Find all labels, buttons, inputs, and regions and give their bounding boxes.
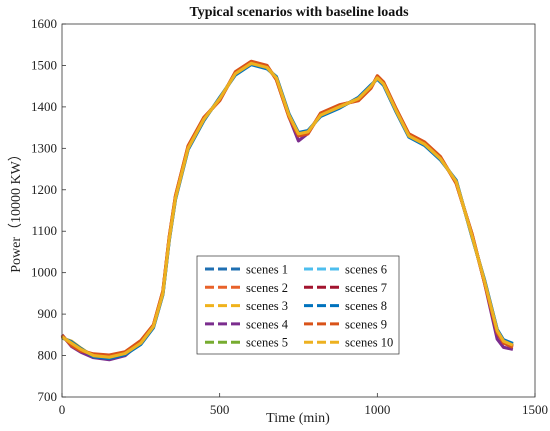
y-tick-label: 900 bbox=[38, 306, 58, 321]
y-tick-label: 1400 bbox=[31, 99, 57, 114]
y-tick-label: 700 bbox=[38, 389, 58, 404]
x-tick-label: 1500 bbox=[522, 402, 548, 417]
x-axis: 0 500 1000 1500 bbox=[59, 393, 548, 417]
legend-label: scenes 7 bbox=[345, 281, 387, 295]
legend-label: scenes 8 bbox=[345, 299, 387, 313]
legend: scenes 1 scenes 2 scenes 3 scenes 4 scenes 5… bbox=[196, 255, 400, 355]
y-tick-label: 1600 bbox=[31, 16, 57, 31]
chart-title: Typical scenarios with baseline loads bbox=[189, 5, 409, 20]
y-axis: 700 800 900 1000 1100 1200 1300 1400 1500 1600 bbox=[31, 16, 66, 404]
y-tick-label: 1000 bbox=[31, 265, 57, 280]
y-tick-label: 1100 bbox=[31, 223, 57, 238]
legend-label: scenes 3 bbox=[246, 299, 288, 313]
legend-label: scenes 6 bbox=[345, 263, 387, 277]
legend-label: scenes 1 bbox=[246, 263, 288, 277]
y-tick-label: 1200 bbox=[31, 182, 57, 197]
y-axis-label: Power（10000 KW） bbox=[8, 147, 24, 273]
x-tick-label: 500 bbox=[210, 402, 230, 417]
legend-label: scenes 10 bbox=[345, 336, 393, 350]
x-axis-label: Time (min) bbox=[266, 411, 330, 426]
legend-box bbox=[196, 255, 400, 355]
legend-label: scenes 9 bbox=[345, 317, 387, 331]
legend-label: scenes 4 bbox=[246, 317, 289, 331]
y-tick-label: 1300 bbox=[31, 140, 57, 155]
series-line-10 bbox=[61, 61, 514, 359]
legend-label: scenes 2 bbox=[246, 281, 288, 295]
plot-frame bbox=[61, 23, 536, 398]
plot-lines bbox=[60, 59, 514, 362]
y-tick-label: 1500 bbox=[31, 57, 57, 72]
legend-label: scenes 5 bbox=[246, 336, 288, 350]
x-tick-label: 0 bbox=[59, 402, 66, 417]
x-tick-label: 1000 bbox=[364, 402, 390, 417]
y-tick-label: 800 bbox=[38, 348, 58, 363]
